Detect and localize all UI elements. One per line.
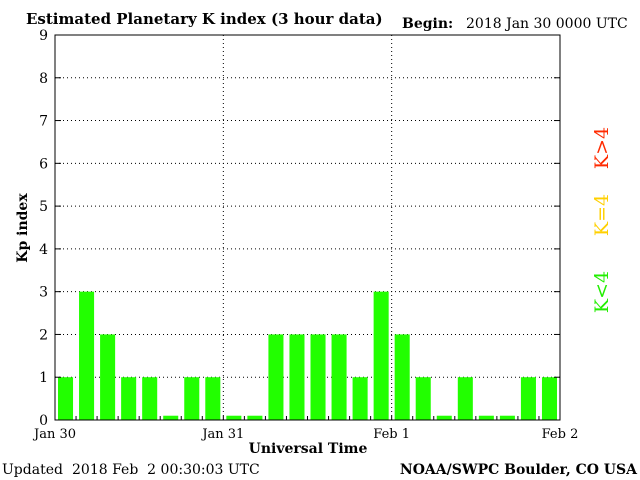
y-tick-label: 3 [39, 285, 48, 301]
y-tick-label: 1 [39, 370, 48, 386]
updated-label: Updated [2, 462, 63, 478]
kp-bar [478, 415, 494, 420]
legend-k-less-4: K<4 [591, 271, 613, 313]
kp-bar [394, 334, 410, 420]
kp-bar [436, 415, 452, 420]
y-tick-label: 7 [39, 114, 48, 130]
y-tick-label: 2 [39, 327, 48, 343]
y-tick-label: 9 [39, 28, 48, 44]
kp-bar [226, 415, 242, 420]
updated-value: 2018 Feb 2 00:30:03 UTC [72, 462, 260, 478]
kp-bar [121, 377, 137, 420]
y-tick-label: 6 [39, 156, 48, 172]
kp-bar [100, 334, 116, 420]
chart-title: Estimated Planetary K index (3 hour data… [26, 10, 383, 28]
y-tick-label: 5 [39, 199, 48, 215]
y-axis-label: Kp index [15, 193, 31, 263]
kp-bar [79, 291, 95, 420]
kp-bar [142, 377, 158, 420]
plot-frame [54, 34, 561, 421]
x-tick-label: Feb 2 [542, 427, 579, 442]
begin-value: 2018 Jan 30 0000 UTC [466, 16, 628, 32]
kp-bar [247, 415, 263, 420]
kp-bar [58, 377, 74, 420]
y-axis-ticks: 0 1 2 3 4 5 6 7 8 9 [39, 28, 560, 429]
begin-label: Begin: [402, 16, 453, 32]
kp-bar [373, 291, 389, 420]
y-tick-label: 4 [39, 242, 48, 258]
kp-bar [415, 377, 431, 420]
kp-bar [352, 377, 368, 420]
kp-bar [457, 377, 473, 420]
y-tick-label: 0 [39, 413, 48, 429]
legend-k-greater-4: K>4 [591, 127, 613, 169]
kp-bar [520, 377, 536, 420]
kp-bar [184, 377, 200, 420]
y-tick-label: 8 [39, 71, 48, 87]
kp-bar [268, 334, 284, 420]
x-tick-label: Jan 31 [200, 427, 244, 442]
x-axis-ticks: Jan 30 Jan 31 Feb 1 Feb 2 [32, 416, 578, 442]
kp-bar [205, 377, 221, 420]
kp-bar [541, 377, 557, 420]
kp-bar [163, 415, 179, 420]
kp-bar [331, 334, 347, 420]
kp-bar [310, 334, 326, 420]
x-tick-label: Jan 30 [32, 427, 76, 442]
kp-bars [58, 291, 557, 420]
kp-bar [289, 334, 305, 420]
grid-lines [55, 34, 560, 420]
x-tick-label: Feb 1 [373, 427, 410, 442]
kp-bar [499, 415, 515, 420]
x-axis-label: Universal Time [249, 441, 368, 457]
legend-k-equal-4: K=4 [591, 194, 613, 236]
source-credit: NOAA/SWPC Boulder, CO USA [400, 462, 638, 478]
